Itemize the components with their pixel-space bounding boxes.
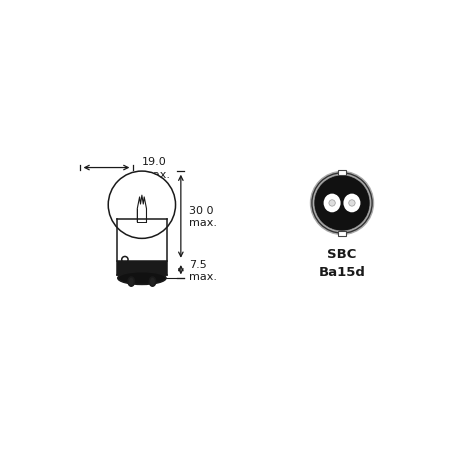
- Bar: [117, 219, 166, 262]
- Ellipse shape: [118, 272, 166, 285]
- Circle shape: [348, 200, 354, 207]
- Bar: [338, 171, 345, 175]
- Ellipse shape: [149, 277, 155, 286]
- Circle shape: [313, 176, 369, 231]
- Circle shape: [328, 200, 335, 207]
- Text: 19.0
max.: 19.0 max.: [141, 157, 169, 179]
- Text: 7.5
max.: 7.5 max.: [188, 259, 216, 281]
- Circle shape: [311, 174, 371, 234]
- Ellipse shape: [128, 277, 134, 286]
- Text: 30 0
max.: 30 0 max.: [188, 206, 216, 228]
- Text: SBC
Ba15d: SBC Ba15d: [318, 248, 364, 279]
- Ellipse shape: [343, 194, 360, 213]
- Ellipse shape: [323, 194, 340, 213]
- Bar: [117, 262, 166, 275]
- Circle shape: [108, 172, 175, 239]
- Bar: [338, 232, 345, 236]
